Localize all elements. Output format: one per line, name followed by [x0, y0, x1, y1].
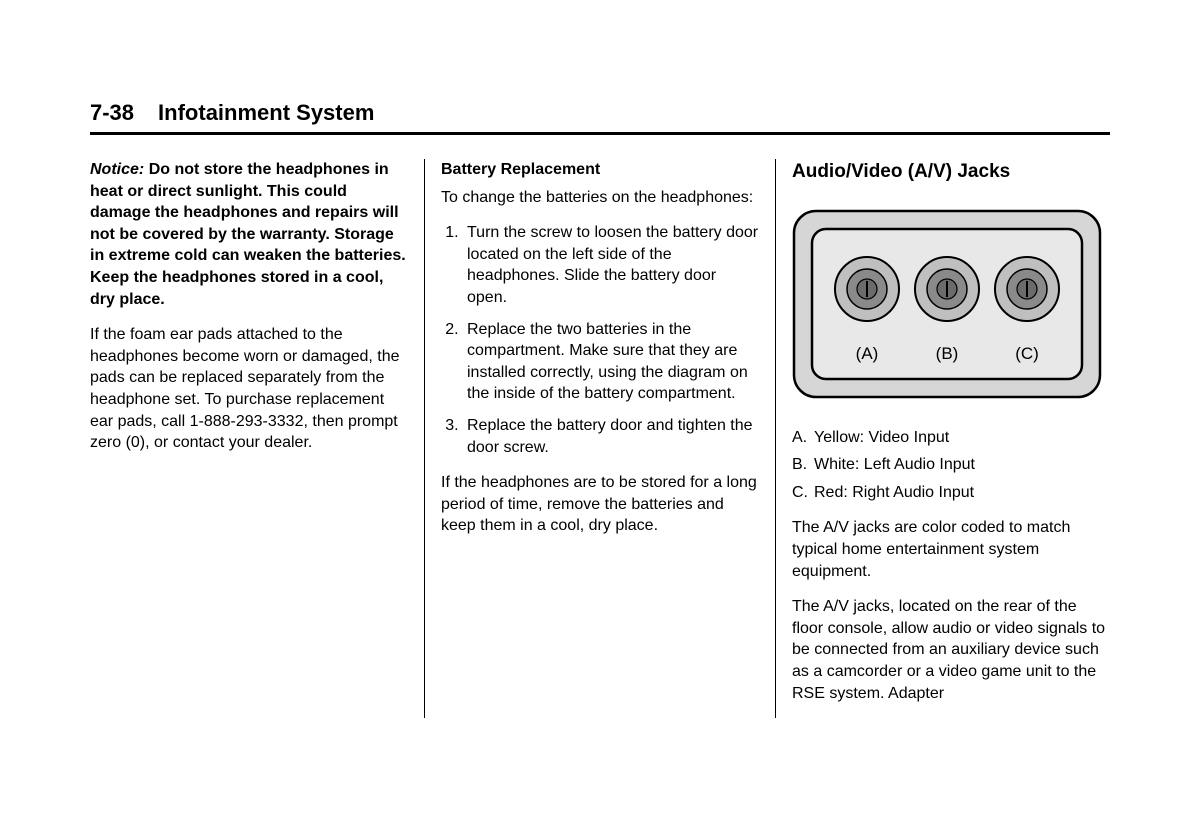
- notice-label: Notice:: [90, 161, 144, 178]
- av-jacks-svg: (A) (B) (C): [792, 209, 1102, 399]
- legend-item: B.White: Left Audio Input: [792, 454, 1110, 476]
- legend-item: A.Yellow: Video Input: [792, 427, 1110, 449]
- battery-subhead: Battery Replacement: [441, 159, 759, 181]
- battery-step: Turn the screw to loosen the battery doo…: [463, 222, 759, 308]
- legend-text: Yellow: Video Input: [814, 429, 949, 446]
- legend-item: C.Red: Right Audio Input: [792, 482, 1110, 504]
- svg-text:(C): (C): [1015, 344, 1039, 363]
- battery-step: Replace the battery door and tighten the…: [463, 415, 759, 458]
- battery-step: Replace the two batteries in the compart…: [463, 319, 759, 405]
- legend-text: Red: Right Audio Input: [814, 484, 974, 501]
- svg-text:(A): (A): [856, 344, 879, 363]
- notice-text: Do not store the headphones in heat or d…: [90, 161, 406, 308]
- page-header: 7-38 Infotainment System: [90, 100, 1110, 135]
- column-2: Battery Replacement To change the batter…: [424, 159, 776, 718]
- av-para-2: The A/V jacks, located on the rear of th…: [792, 596, 1110, 704]
- av-para-1: The A/V jacks are color coded to match t…: [792, 517, 1110, 582]
- column-1: Notice: Do not store the headphones in h…: [90, 159, 424, 718]
- chapter-title: Infotainment System: [158, 100, 374, 125]
- column-3: Audio/Video (A/V) Jacks (A) (B) (C) A.Yell…: [776, 159, 1110, 718]
- battery-steps: Turn the screw to loosen the battery doo…: [441, 222, 759, 458]
- av-jacks-figure: (A) (B) (C): [792, 209, 1110, 399]
- content-columns: Notice: Do not store the headphones in h…: [90, 159, 1110, 718]
- av-jacks-heading: Audio/Video (A/V) Jacks: [792, 159, 1110, 185]
- svg-text:(B): (B): [936, 344, 959, 363]
- legend-letter: C.: [792, 482, 814, 504]
- battery-intro: To change the batteries on the headphone…: [441, 187, 759, 209]
- page-number: 7-38: [90, 100, 134, 125]
- legend-letter: B.: [792, 454, 814, 476]
- notice-paragraph: Notice: Do not store the headphones in h…: [90, 159, 408, 310]
- battery-storage-paragraph: If the headphones are to be stored for a…: [441, 472, 759, 537]
- earpad-paragraph: If the foam ear pads attached to the hea…: [90, 324, 408, 454]
- legend-letter: A.: [792, 427, 814, 449]
- header-text: 7-38 Infotainment System: [90, 100, 374, 125]
- legend-text: White: Left Audio Input: [814, 456, 975, 473]
- av-jacks-legend: A.Yellow: Video Input B.White: Left Audi…: [792, 427, 1110, 504]
